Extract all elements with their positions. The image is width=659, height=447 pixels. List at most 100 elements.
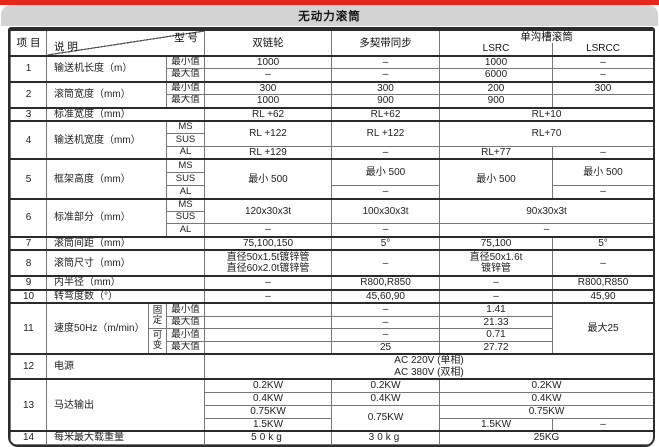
table-row: 3 标准宽度（mm） RL +62 RL+62 RL+10 [10, 106, 653, 122]
value-cell: 0.2KW [439, 378, 653, 393]
table-row: 11 速度50Hz（m/min） 固定 最小值 –1.41 最大25 [10, 302, 653, 355]
value-cell: 90x30x3t [439, 198, 653, 225]
value-cell: – [331, 315, 441, 330]
value-cell: 45,90 [552, 288, 653, 304]
sub-label-cell: SUS [165, 171, 206, 186]
sub-label-cell: AL [165, 184, 206, 200]
header-desc-model: 说 明型 号 [45, 29, 206, 57]
sub-label-cell: 最大值 [165, 68, 206, 83]
value-cell: RL+70 [439, 120, 653, 147]
spec-name-cell: 每米最大载重量 [45, 430, 206, 445]
value-cell: – [552, 184, 653, 200]
item-number-cell: 8 [10, 249, 47, 277]
value-cell: R800,R850 [552, 275, 653, 291]
value-cell: – [552, 54, 653, 70]
value-cell: RL+10 [439, 106, 653, 122]
value-cell: 300 [331, 80, 441, 96]
sub-label-cell: 最大值 [165, 315, 206, 330]
value-cell: 5° [331, 235, 441, 251]
value-cell: – [552, 68, 653, 83]
item-number-cell: 13 [10, 378, 47, 432]
value-cell: 900 [331, 94, 441, 109]
value-cell: 45,60,90 [331, 288, 441, 304]
value-cell: – [331, 184, 441, 200]
item-number-cell: 4 [10, 120, 47, 160]
value-cell: 900 [439, 94, 554, 109]
value-cell: 0.4KW [204, 391, 333, 406]
spec-name-cell: 滚筒间距（mm） [45, 235, 206, 251]
sub-label-cell: SUS [165, 132, 206, 147]
value-cell: RL+77 [439, 145, 554, 160]
value-cell: – [204, 68, 333, 83]
header-col-single-groove: 单沟槽滚筒 [439, 28, 653, 44]
table-row: 最大值 –21.33 [11, 315, 654, 330]
table-row: 13 马达输出 0.2KW 0.2KW 0.2KW [10, 378, 653, 432]
value-cell: – [552, 417, 653, 432]
value-cell: 300 [204, 80, 333, 96]
table-row: 0.4KW 0.4KW 0.4KW [11, 391, 653, 406]
table-row: 4 输送机宽度（mm） MS RL +122 RL +122 RL+70 [10, 120, 653, 160]
sub-label-cell: 最大值 [165, 94, 206, 109]
value-cell: 120x30x3t [204, 198, 333, 225]
value-cell: – [552, 249, 653, 277]
value-cell: – [204, 288, 333, 304]
value-cell: 直径50x1.5t镀锌管 直径60x2.0t镀锌管 [204, 249, 333, 277]
value-cell [204, 328, 333, 342]
spec-name-cell: 标准宽度（mm） [45, 106, 206, 122]
value-cell: 50kg [204, 430, 333, 445]
value-cell: – [204, 275, 333, 291]
spec-name-cell: 输送机宽度（mm） [46, 120, 167, 160]
value-cell [204, 340, 333, 355]
value-cell: AC 220V (单相) AC 380V (双相) [204, 353, 653, 380]
item-number-cell: 1 [10, 54, 47, 83]
header-item: 项 目 [10, 29, 47, 57]
sub-label-cell: SUS [165, 211, 206, 225]
table-row: 5 框架高度（mm） MS 最小 500 最小 500 最小 500 最小 500 [10, 158, 653, 200]
value-cell: – [552, 145, 653, 160]
sub-label-cell: 最小值 [165, 80, 206, 96]
sub-label-cell: 最大值 [165, 340, 206, 355]
item-number-cell: 3 [10, 106, 47, 122]
item-number-cell: 2 [10, 80, 47, 109]
value-cell: – [331, 249, 441, 277]
spec-table-container: 项 目说 明型 号双链轮 多契带同步 单沟槽滚筒 LSRC LSRCC 1 输送机长度（m）… [8, 27, 655, 447]
spec-name-cell: 框架高度（mm） [46, 158, 167, 200]
page-title: 无动力滚筒 [298, 10, 361, 23]
table-row: 2 滚筒宽度（mm） 最小值 300 300 200 300 [10, 80, 653, 109]
value-cell: 1000 [439, 54, 554, 70]
value-cell: 25KG [439, 430, 653, 445]
item-number-cell: 14 [10, 430, 47, 445]
value-cell: 0.2KW [331, 378, 441, 393]
value-cell: 最小 500 [439, 158, 554, 200]
value-cell: 5° [552, 235, 653, 251]
value-cell: – [331, 302, 441, 317]
spec-name-cell: 马达输出 [45, 378, 206, 432]
item-number-cell: 10 [10, 288, 47, 304]
sub-label-cell: AL [165, 145, 206, 160]
table-row: AL – – [11, 184, 653, 200]
sub-label-cell: AL [165, 223, 206, 238]
table-row: 1 输送机长度（m） 最小值 1000–1000– [10, 54, 653, 83]
item-number-cell: 6 [10, 198, 47, 238]
vertical-label-cell: 可变 [148, 328, 167, 355]
value-cell: 6000 [439, 68, 554, 83]
value-cell: 0.75KW [439, 404, 653, 419]
table-row: 10 转弯度数（°） –45,60,90–45,90 [10, 288, 653, 304]
table-row: 8 滚筒尺寸（mm） 直径50x1.5t镀锌管 直径60x2.0t镀锌管 – 直径50x… [10, 249, 653, 277]
value-cell: 最小 500 [552, 158, 653, 186]
value-cell: 0.75KW [331, 404, 441, 432]
value-cell: 300 [552, 80, 653, 96]
value-cell: – [439, 275, 554, 291]
value-cell: RL +129 [204, 145, 333, 160]
spec-name-cell: 电源 [45, 353, 206, 380]
table-row: 9 内半径（mm） – R800,R850– R800,R850 [10, 275, 653, 291]
sub-label-cell: MS [165, 198, 206, 213]
value-cell: 0.4KW [439, 391, 653, 406]
value-cell: RL+62 [331, 106, 441, 122]
header-col-lsrcc: LSRCC [552, 43, 653, 57]
header-col-lsrc: LSRC [439, 43, 554, 57]
table-row: 14 每米最大载重量 50kg 30kg 25KG [10, 430, 653, 445]
header-col-double-chain: 双链轮 [204, 29, 333, 57]
value-cell: – [331, 223, 441, 238]
spec-name-cell: 转弯度数（°） [45, 288, 206, 304]
